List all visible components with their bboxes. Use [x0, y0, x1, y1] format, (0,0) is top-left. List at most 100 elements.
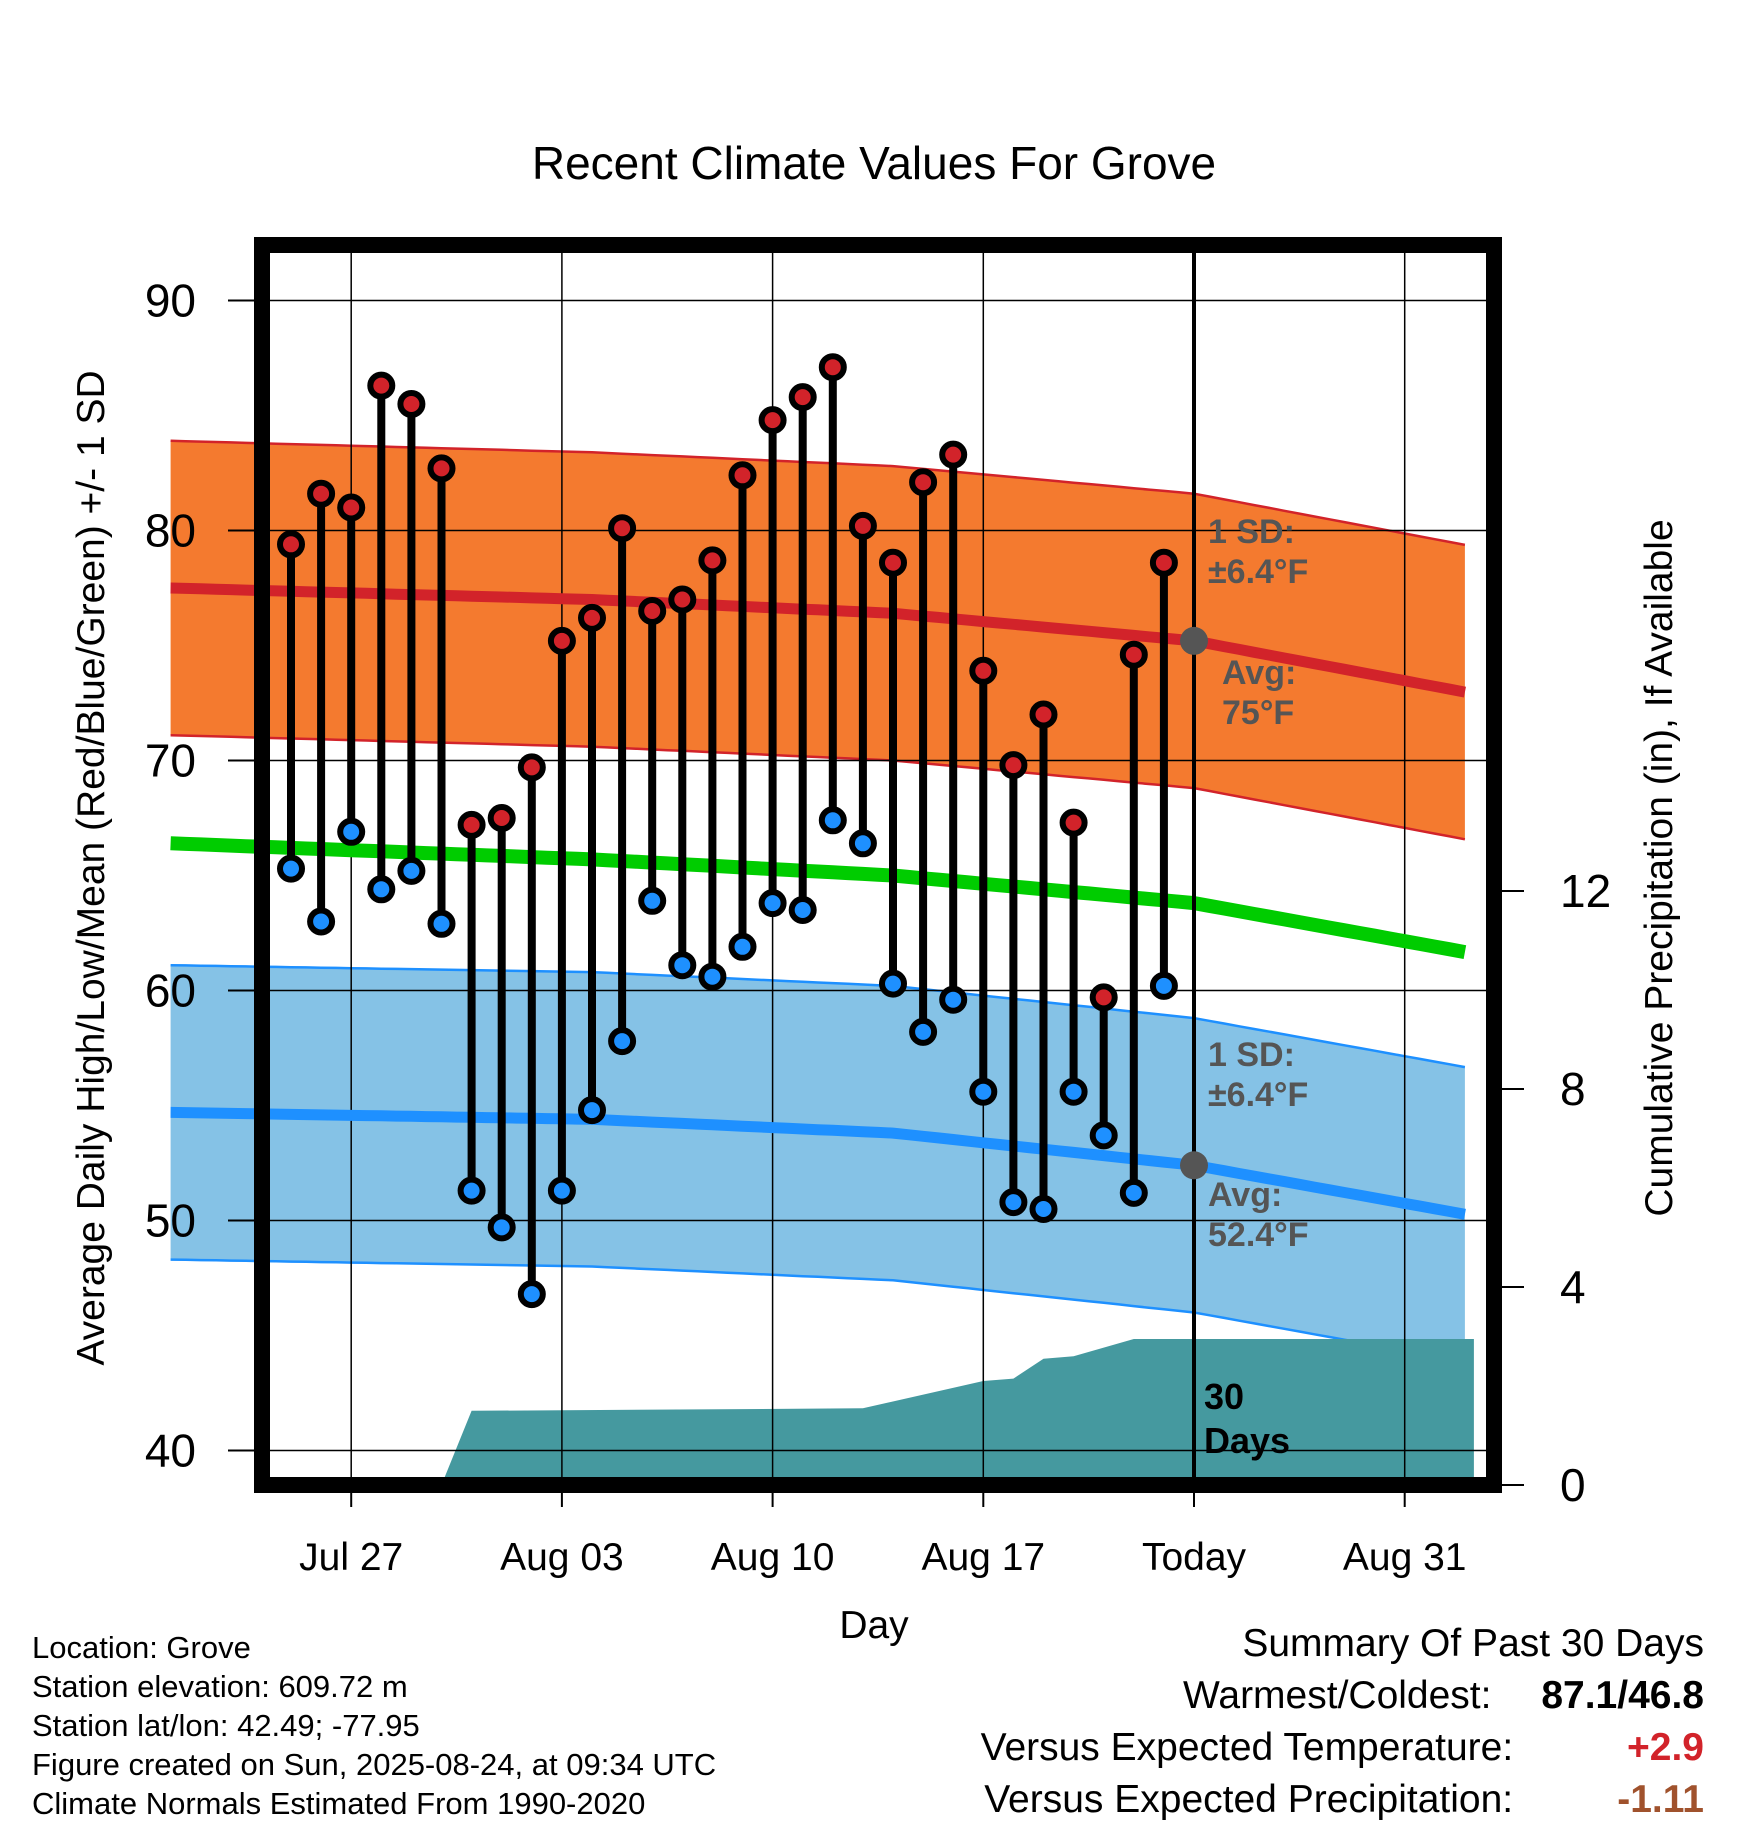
obs-high-point [487, 804, 516, 832]
obs-low-point [578, 1096, 606, 1125]
obs-low-point [818, 806, 847, 835]
precip-label: Versus Expected Precipitation: [984, 1778, 1514, 1821]
station-info: Location: Grove Station elevation: 609.7… [32, 1628, 716, 1823]
high-upper-edge [170, 439, 1466, 547]
obs-low-point [517, 1280, 546, 1309]
obs-high-point [608, 514, 637, 543]
high-normal-line [170, 582, 1466, 698]
daily-observations [277, 353, 1178, 1309]
obs-low-point [969, 1077, 998, 1106]
obs-low-point [758, 889, 787, 918]
obs-low-point [337, 817, 366, 846]
obs-high-point [307, 479, 336, 508]
location-text: Location: Grove [32, 1630, 251, 1665]
obs-low-point [909, 1017, 938, 1046]
summary-title: Summary Of Past 30 Days [1242, 1622, 1704, 1665]
obs-high-point [277, 530, 305, 559]
plot-frame [254, 237, 1502, 1493]
y-tick-label: 50 [145, 1195, 196, 1247]
obs-high-point [578, 603, 606, 632]
summary-precip-row: Versus Expected Precipitation: -1.11 [984, 1778, 1704, 1822]
low-lower-edge [170, 1258, 1466, 1363]
obs-high-point [879, 548, 907, 577]
obs-low-point [668, 951, 697, 980]
obs-high-point [698, 546, 727, 575]
obs-low-point [999, 1188, 1028, 1217]
temp-value: +2.9 [1627, 1726, 1704, 1769]
y2-tick-label: 8 [1560, 1063, 1586, 1115]
obs-low-point [608, 1027, 637, 1056]
warmest-value: 87.1 [1541, 1674, 1618, 1717]
elevation-text: Station elevation: 609.72 m [32, 1669, 408, 1704]
annotations: 1 SD: ±6.4°F Avg: 75°F 1 SD: ±6.4°F Avg: 52.4°F… [1204, 513, 1309, 1461]
normal-lines [170, 582, 1467, 1220]
obs-low-point [1149, 971, 1178, 1000]
obs-low-point [1029, 1195, 1058, 1223]
y2-axis-label: Cumulative Precipitation (in), If Availa… [1638, 519, 1681, 1216]
obs-high-point [999, 751, 1028, 780]
grid-lines [262, 245, 1494, 1485]
days-window-label: 30 Days [1204, 1376, 1290, 1461]
low-sd-band [170, 965, 1465, 1362]
y-tick-label: 80 [145, 505, 196, 557]
obs-high-point [638, 597, 667, 625]
obs-low-point [848, 829, 877, 858]
obs-high-point [397, 390, 426, 418]
obs-low-point [1119, 1178, 1148, 1207]
x-tick-label: Aug 17 [921, 1536, 1045, 1579]
precip-value: -1.11 [1617, 1778, 1704, 1821]
obs-high-point [1119, 640, 1148, 669]
obs-high-point [818, 353, 847, 382]
obs-low-point [427, 909, 456, 938]
obs-high-point [788, 383, 817, 412]
obs-high-point [367, 371, 396, 400]
obs-low-point [457, 1176, 486, 1205]
obs-high-point [337, 493, 366, 522]
obs-low-point [879, 969, 907, 998]
x-tick-label: Aug 03 [500, 1536, 624, 1579]
obs-low-point [397, 856, 426, 885]
low-sd-annotation: 1 SD: ±6.4°F [1208, 1036, 1308, 1114]
obs-high-point [939, 440, 968, 469]
x-tick-label: Jul 27 [299, 1536, 403, 1579]
obs-high-point [1089, 983, 1118, 1012]
mean-normal-line [170, 836, 1467, 959]
obs-high-point [1059, 808, 1088, 837]
cumulative-precip-area [170, 1339, 1474, 1485]
low-normal-line [170, 1106, 1466, 1220]
latlon-text: Station lat/lon: 42.49; -77.95 [32, 1708, 420, 1743]
obs-low-point [788, 896, 817, 924]
obs-high-point [547, 626, 576, 655]
obs-low-point [698, 962, 727, 991]
y-tick-label: 60 [145, 965, 196, 1017]
obs-high-point [1029, 700, 1058, 729]
obs-high-point [728, 461, 757, 490]
summary-temp-row: Versus Expected Temperature: +2.9 [981, 1726, 1704, 1770]
obs-low-point [728, 932, 757, 961]
today-low-normal-dot [1180, 1151, 1208, 1180]
x-tick-label: Aug 31 [1343, 1536, 1467, 1579]
y2-tick-label: 4 [1560, 1261, 1586, 1313]
obs-high-point [668, 585, 697, 614]
obs-low-point [487, 1213, 516, 1242]
low-avg-annotation: Avg: 52.4°F [1208, 1176, 1309, 1254]
low-upper-edge [170, 963, 1466, 1069]
y-tick-label: 90 [145, 275, 196, 327]
obs-low-point [1059, 1077, 1088, 1106]
obs-high-point [909, 468, 938, 497]
obs-high-point [1149, 548, 1178, 577]
high-avg-annotation: Avg: 75°F [1222, 654, 1296, 732]
x-axis-label: Day [839, 1604, 909, 1647]
warmest-coldest-value: 87.1/46.8 [1541, 1674, 1704, 1717]
normal-bands [170, 439, 1466, 1363]
obs-low-point [307, 907, 336, 936]
temp-label: Versus Expected Temperature: [980, 1726, 1514, 1769]
today-marker [1180, 245, 1208, 1485]
y2-tick-label: 12 [1560, 865, 1611, 917]
obs-high-point [427, 454, 456, 483]
obs-low-point [277, 854, 305, 883]
plot-border [254, 237, 1502, 1493]
y-tick-label: 40 [145, 1425, 196, 1477]
chart-title: Recent Climate Values For Grove [532, 137, 1216, 189]
